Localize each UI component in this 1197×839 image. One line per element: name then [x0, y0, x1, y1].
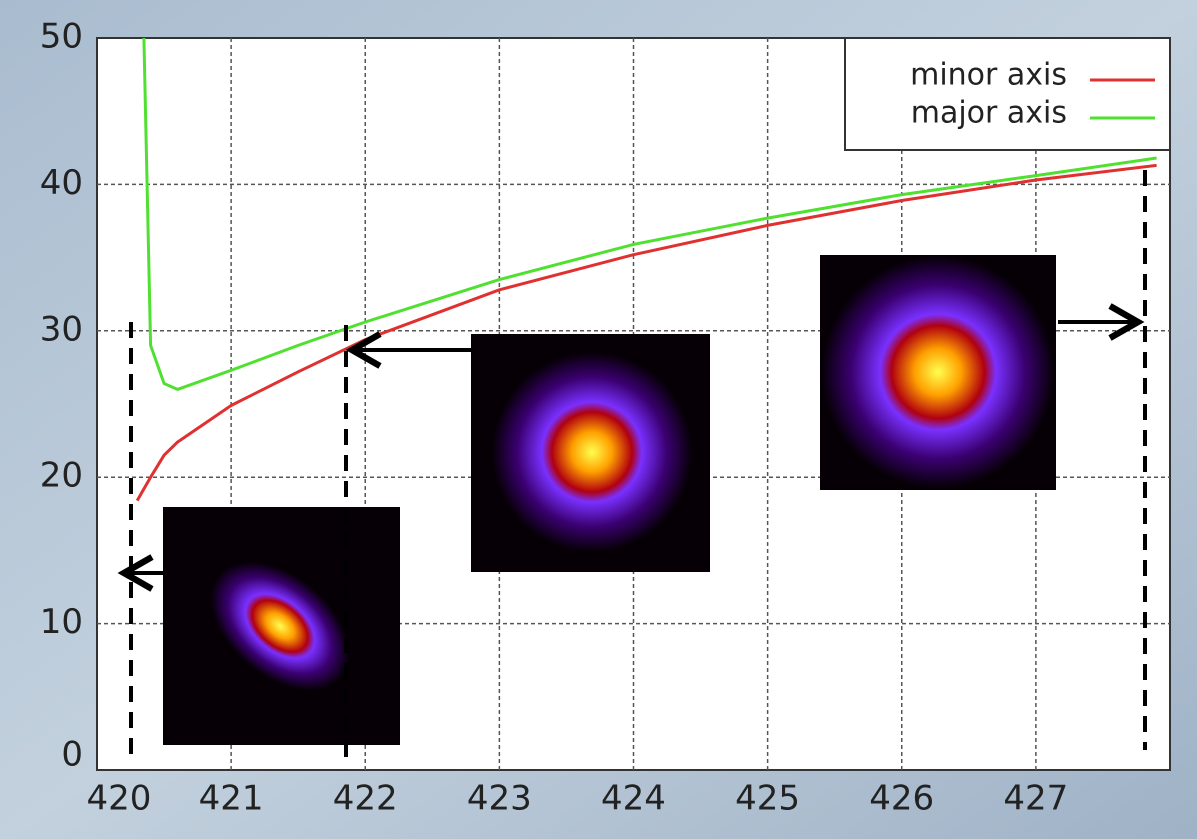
x-tick-label: 421 — [199, 779, 264, 819]
x-tick-label: 424 — [601, 779, 666, 819]
x-tick-label: 425 — [735, 779, 800, 819]
y-tick-label: 50 — [40, 17, 83, 57]
x-tick-label: 422 — [333, 779, 398, 819]
legend-label: major axis — [911, 96, 1067, 131]
tick-labels: 420 421 422 423 424 425 426 427 0 10 20 30 40 50 — [40, 17, 1069, 819]
y-tick-label: 0 — [61, 735, 83, 775]
series-line — [142, 37, 1157, 391]
y-tick-label: 40 — [40, 163, 83, 203]
insets — [163, 255, 1056, 745]
x-tick-label: 426 — [869, 779, 934, 819]
inset-blob — [210, 561, 350, 691]
inset-blob — [492, 352, 692, 552]
y-tick-label: 10 — [40, 602, 83, 642]
x-tick-label: 423 — [467, 779, 532, 819]
series-line — [135, 163, 1157, 502]
inset-blob — [822, 256, 1054, 488]
legend-label: minor axis — [910, 58, 1067, 93]
annotations — [117, 170, 1147, 762]
x-tick-label: 420 — [87, 779, 152, 819]
y-tick-label: 20 — [40, 456, 83, 496]
x-tick-label: 427 — [1003, 779, 1068, 819]
lines — [135, 37, 1157, 502]
y-tick-label: 30 — [40, 309, 83, 349]
legend-box — [844, 37, 1171, 151]
